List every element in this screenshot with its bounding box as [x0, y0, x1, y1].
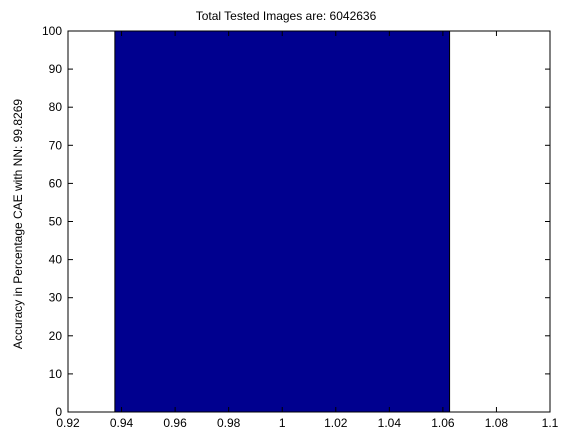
chart-title: Total Tested Images are: 6042636: [196, 9, 377, 23]
x-tick-label: 1.02: [324, 416, 348, 430]
y-tick-label: 70: [49, 138, 63, 152]
y-tick-label: 100: [42, 24, 62, 38]
y-tick-label: 20: [49, 329, 63, 343]
x-axis-ticks: 0.92 0.94 0.96 0.98 1 1.02 1.04 1.06 1.08 1.1: [56, 31, 559, 430]
x-tick-label: 0.96: [163, 416, 187, 430]
plot-area: 0.92 0.94 0.96 0.98 1 1.02 1.04 1.06 1.08 1.1 0 10…: [42, 24, 559, 430]
y-axis-ticks: 0 10 20 30 40 50 60 70 80 90 100: [42, 24, 550, 419]
y-tick-label: 40: [49, 253, 63, 267]
y-axis-label: Accuracy in Percentage CAE with NN: 99.8…: [11, 99, 25, 349]
y-tick-label: 0: [55, 405, 62, 419]
x-tick-label: 1.06: [431, 416, 455, 430]
x-tick-label: 0.98: [217, 416, 241, 430]
x-tick-label: 0.92: [56, 416, 80, 430]
bars-group: [114, 30, 451, 413]
x-tick-label: 0.94: [110, 416, 134, 430]
y-tick-label: 90: [49, 62, 63, 76]
x-tick-label: 1.04: [378, 416, 402, 430]
x-tick-label: 1.1: [542, 416, 559, 430]
x-tick-label: 1.08: [485, 416, 509, 430]
y-tick-label: 30: [49, 291, 63, 305]
y-tick-label: 60: [49, 176, 63, 190]
y-tick-label: 50: [49, 215, 63, 229]
y-tick-label: 80: [49, 100, 63, 114]
bar-0: [114, 30, 451, 413]
x-tick-label: 1: [279, 416, 286, 430]
y-tick-label: 10: [49, 367, 63, 381]
